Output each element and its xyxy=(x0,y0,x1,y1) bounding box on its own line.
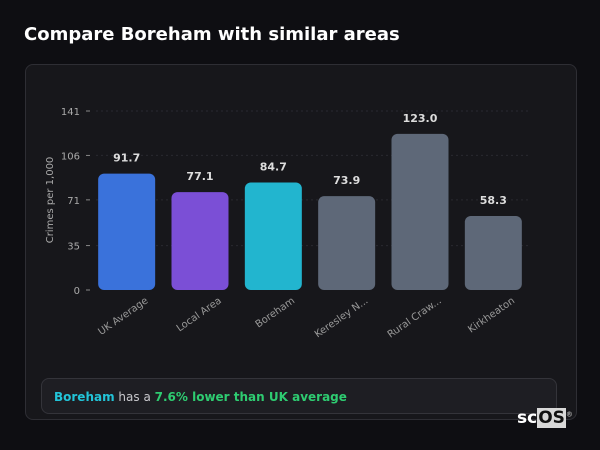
y-tick-label: 71 xyxy=(67,196,80,207)
y-tick-label: 35 xyxy=(67,242,80,253)
y-axis-label: Crimes per 1,000 xyxy=(45,157,56,244)
y-tick-label: 0 xyxy=(74,286,80,297)
x-tick-label: Local Area xyxy=(175,295,224,334)
summary-highlight: 7.6% lower than UK average xyxy=(154,390,347,404)
data-label: 84.7 xyxy=(260,160,287,173)
bar xyxy=(391,133,449,290)
scos-logo: scOS® xyxy=(517,408,573,428)
summary-area: Boreham xyxy=(54,390,115,404)
logo-reg: ® xyxy=(565,410,573,419)
x-tick-label: Kirkheaton xyxy=(466,295,517,335)
y-tick-label: 141 xyxy=(61,107,80,118)
data-label: 91.7 xyxy=(113,152,140,165)
bar xyxy=(98,173,156,290)
x-tick-label: UK Average xyxy=(96,295,150,337)
summary-text: has a xyxy=(118,390,151,404)
logo-sc: sc xyxy=(517,408,538,428)
data-label: 123.0 xyxy=(403,112,438,125)
page-title: Compare Boreham with similar areas xyxy=(24,24,400,45)
x-tick-label: Rural Craw... xyxy=(386,295,444,340)
x-tick-label: Boreham xyxy=(254,295,297,330)
data-label: 73.9 xyxy=(333,174,360,187)
data-label: 77.1 xyxy=(186,170,213,183)
bar xyxy=(464,215,522,290)
x-tick-label: Keresley N... xyxy=(313,295,371,340)
bar xyxy=(171,192,229,290)
bar xyxy=(318,196,376,290)
data-label: 58.3 xyxy=(480,194,507,207)
logo-os: OS xyxy=(537,408,566,428)
y-tick-label: 106 xyxy=(61,151,80,162)
bar xyxy=(244,182,302,290)
summary-box: Boreham has a 7.6% lower than UK average xyxy=(41,378,557,414)
